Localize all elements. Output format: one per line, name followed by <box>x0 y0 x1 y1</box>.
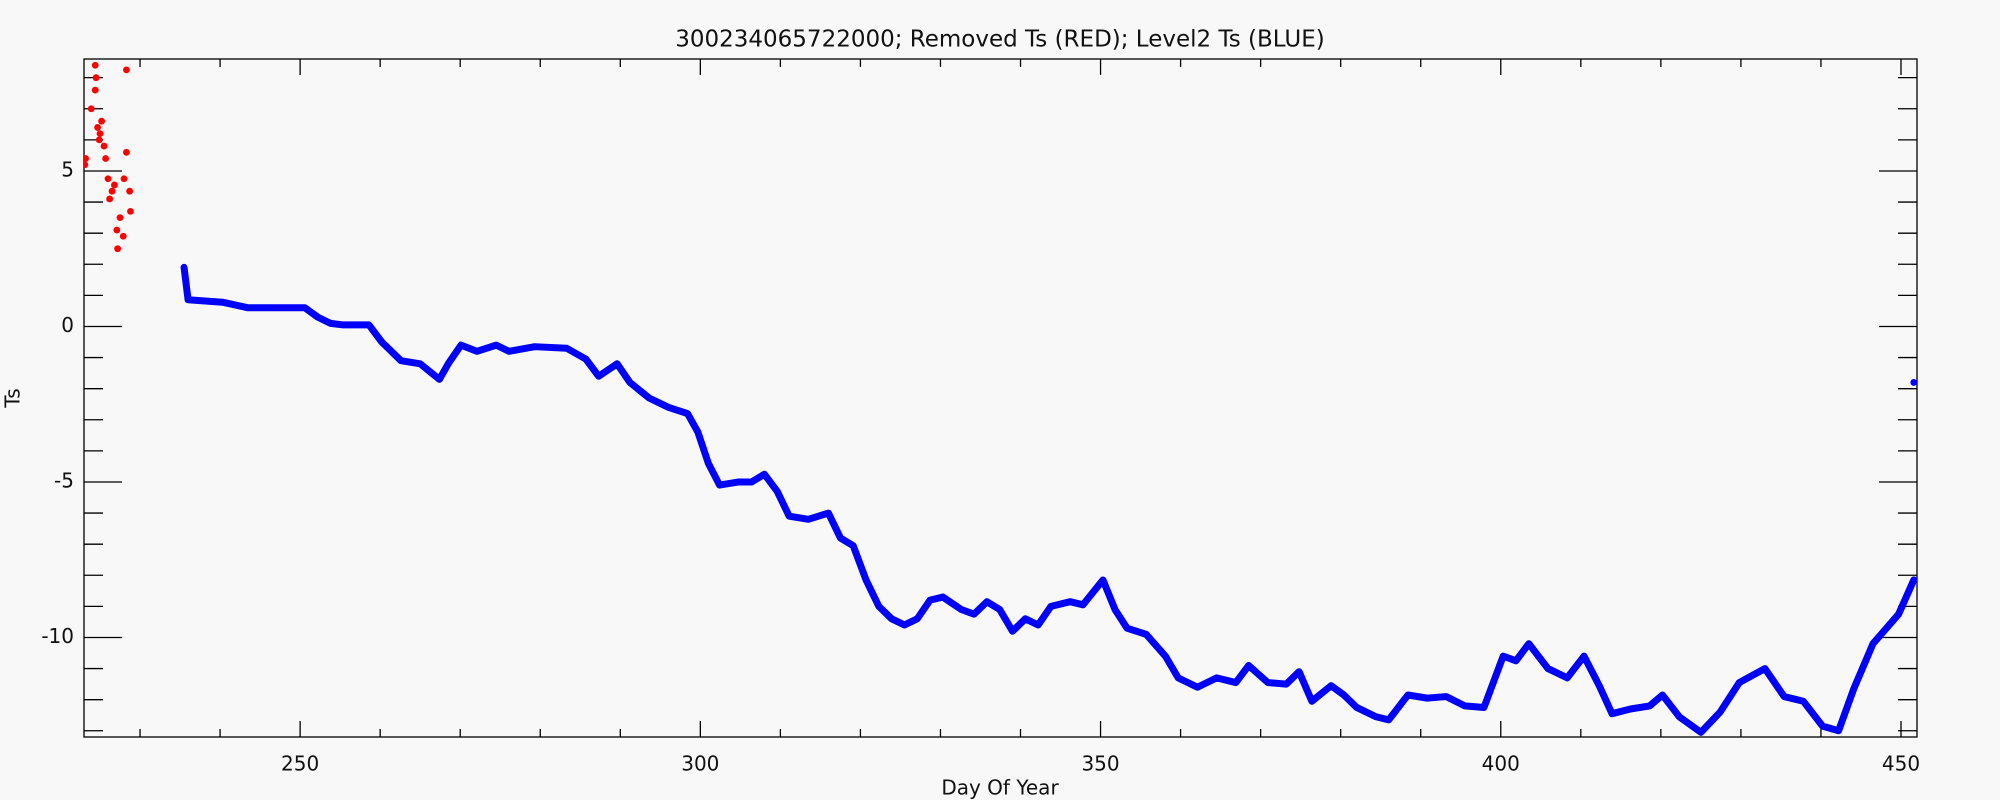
x-tick-label: 450 <box>1882 752 1920 776</box>
y-axis-label: Ts <box>1 388 25 408</box>
point <box>108 187 116 195</box>
y-tick-label: -10 <box>41 624 74 648</box>
point <box>102 155 110 162</box>
point <box>94 124 102 131</box>
point <box>87 105 95 113</box>
point <box>123 66 130 74</box>
point <box>91 86 99 94</box>
point <box>123 148 130 156</box>
point <box>96 130 104 138</box>
point <box>100 142 108 150</box>
point <box>84 155 89 162</box>
plot-frame <box>83 58 1918 738</box>
point <box>116 214 124 222</box>
point <box>113 226 121 234</box>
point <box>84 161 89 169</box>
plot-clip-group <box>84 61 1918 736</box>
point <box>106 195 114 203</box>
x-tick-label: 350 <box>1081 752 1119 776</box>
series-line <box>180 263 1918 736</box>
y-tick-label: -5 <box>54 468 74 492</box>
x-tick-label: 300 <box>681 752 719 776</box>
point <box>1910 379 1918 386</box>
point <box>98 117 106 125</box>
y-tick-label: 5 <box>61 157 74 181</box>
point <box>104 175 112 183</box>
y-tick-label: 0 <box>61 313 74 337</box>
point <box>95 136 103 144</box>
point <box>119 232 127 240</box>
point <box>92 74 100 82</box>
x-tick-label: 400 <box>1482 752 1520 776</box>
point <box>126 187 134 195</box>
x-tick-label: 250 <box>281 752 319 776</box>
x-axis-label: Day Of Year <box>941 776 1059 800</box>
point <box>127 207 134 215</box>
point <box>120 175 128 183</box>
point <box>91 61 99 69</box>
point <box>111 181 118 189</box>
point <box>114 245 122 253</box>
chart-title: 300234065722000; Removed Ts (RED); Level… <box>675 27 1325 53</box>
